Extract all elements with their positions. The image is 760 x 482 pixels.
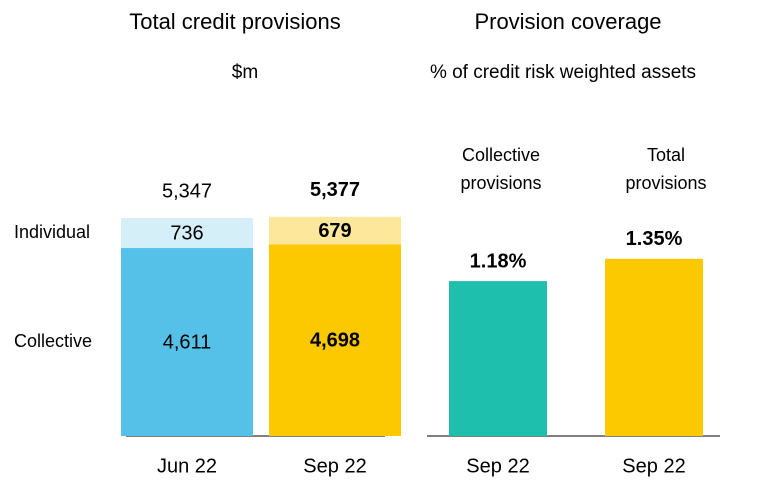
total-label: 5,347: [162, 180, 212, 202]
group-label: Collective: [462, 145, 540, 165]
series-label: Collective: [14, 331, 92, 351]
bar: [605, 258, 703, 436]
data-label: 4,698: [310, 330, 360, 352]
chart-subtitle: $m: [232, 62, 258, 83]
series-label: Individual: [14, 222, 90, 242]
x-tick-label: Jun 22: [157, 455, 217, 477]
data-label: 736: [170, 222, 203, 244]
data-label: 1.18%: [470, 250, 527, 272]
group-label: Total: [647, 145, 685, 165]
group-label: provisions: [625, 173, 706, 193]
bar: [449, 281, 547, 436]
chart-subtitle: % of credit risk weighted assets: [430, 62, 696, 83]
bar-segment: [121, 248, 253, 436]
bar-segment: [269, 216, 401, 245]
x-tick-label: Sep 22: [466, 455, 529, 477]
x-tick-label: Sep 22: [622, 455, 685, 477]
group-label: provisions: [460, 173, 541, 193]
x-tick-label: Sep 22: [303, 455, 366, 477]
data-label: 1.35%: [626, 228, 683, 250]
total-label: 5,377: [310, 179, 360, 201]
bar-segment: [121, 218, 253, 249]
data-label: 679: [318, 220, 351, 242]
data-label: 4,611: [163, 331, 212, 353]
chart-title: Provision coverage: [474, 9, 661, 34]
chart-title: Total credit provisions: [129, 9, 341, 34]
bar-segment: [269, 244, 401, 436]
